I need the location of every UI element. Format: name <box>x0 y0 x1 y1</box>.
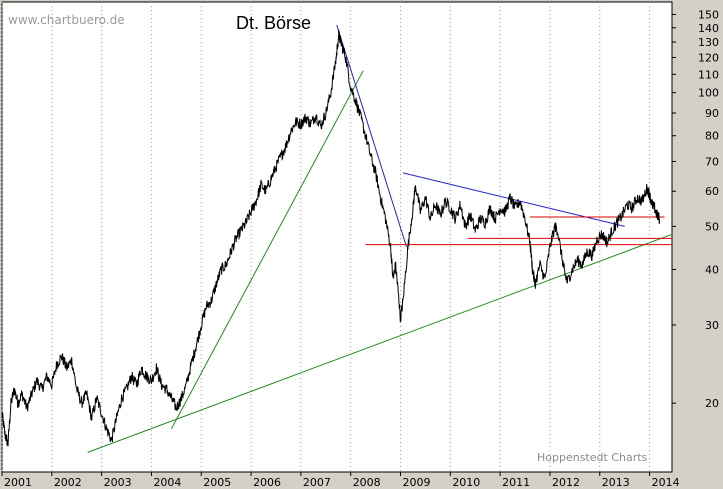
x-tick-label-2004: 2004 <box>153 476 181 489</box>
y-tick-label-60: 60 <box>705 185 719 198</box>
x-tick-label-2005: 2005 <box>203 476 231 489</box>
x-tick-label-2010: 2010 <box>452 476 480 489</box>
x-tick-label-2002: 2002 <box>54 476 82 489</box>
trendline-0 <box>87 233 673 453</box>
y-tick-label-80: 80 <box>705 130 719 143</box>
x-tick-label-2008: 2008 <box>353 476 381 489</box>
price-series-line <box>1 29 660 447</box>
x-tick-label-2007: 2007 <box>303 476 331 489</box>
x-tick-label-2009: 2009 <box>403 476 431 489</box>
x-axis: 2001 2002 2003 2004 2005 2006 2007 2008 2009 2010… <box>1 472 680 489</box>
y-tick-label-20: 20 <box>705 397 719 410</box>
x-tick-label-2014: 2014 <box>652 476 680 489</box>
y-tick-label-40: 40 <box>705 263 719 276</box>
series <box>1 29 660 447</box>
plot-area <box>1 1 673 473</box>
trendlines <box>87 24 673 453</box>
watermark: www.chartbuero.de <box>8 13 125 27</box>
y-tick-label-90: 90 <box>705 107 719 120</box>
x-tick-label-2013: 2013 <box>602 476 630 489</box>
y-tick-label-30: 30 <box>705 319 719 332</box>
x-tick-label-2001: 2001 <box>4 476 32 489</box>
x-tick-label-2003: 2003 <box>104 476 132 489</box>
source-label: Hoppenstedt Charts <box>537 451 648 464</box>
y-tick-label-130: 130 <box>698 36 719 49</box>
y-tick-label-100: 100 <box>698 87 719 100</box>
y-tick-label-110: 110 <box>698 68 719 81</box>
trendline-2 <box>336 24 407 247</box>
y-tick-label-150: 150 <box>698 8 719 21</box>
chart-title: Dt. Börse <box>236 13 311 33</box>
trendline-1 <box>170 70 364 430</box>
x-tick-label-2011: 2011 <box>502 476 530 489</box>
x-tick-label-2012: 2012 <box>552 476 580 489</box>
y-tick-label-50: 50 <box>705 220 719 233</box>
x-tick-label-2006: 2006 <box>253 476 281 489</box>
y-tick-label-140: 140 <box>698 22 719 35</box>
y-tick-label-70: 70 <box>705 155 719 168</box>
y-tick-label-120: 120 <box>698 52 719 65</box>
